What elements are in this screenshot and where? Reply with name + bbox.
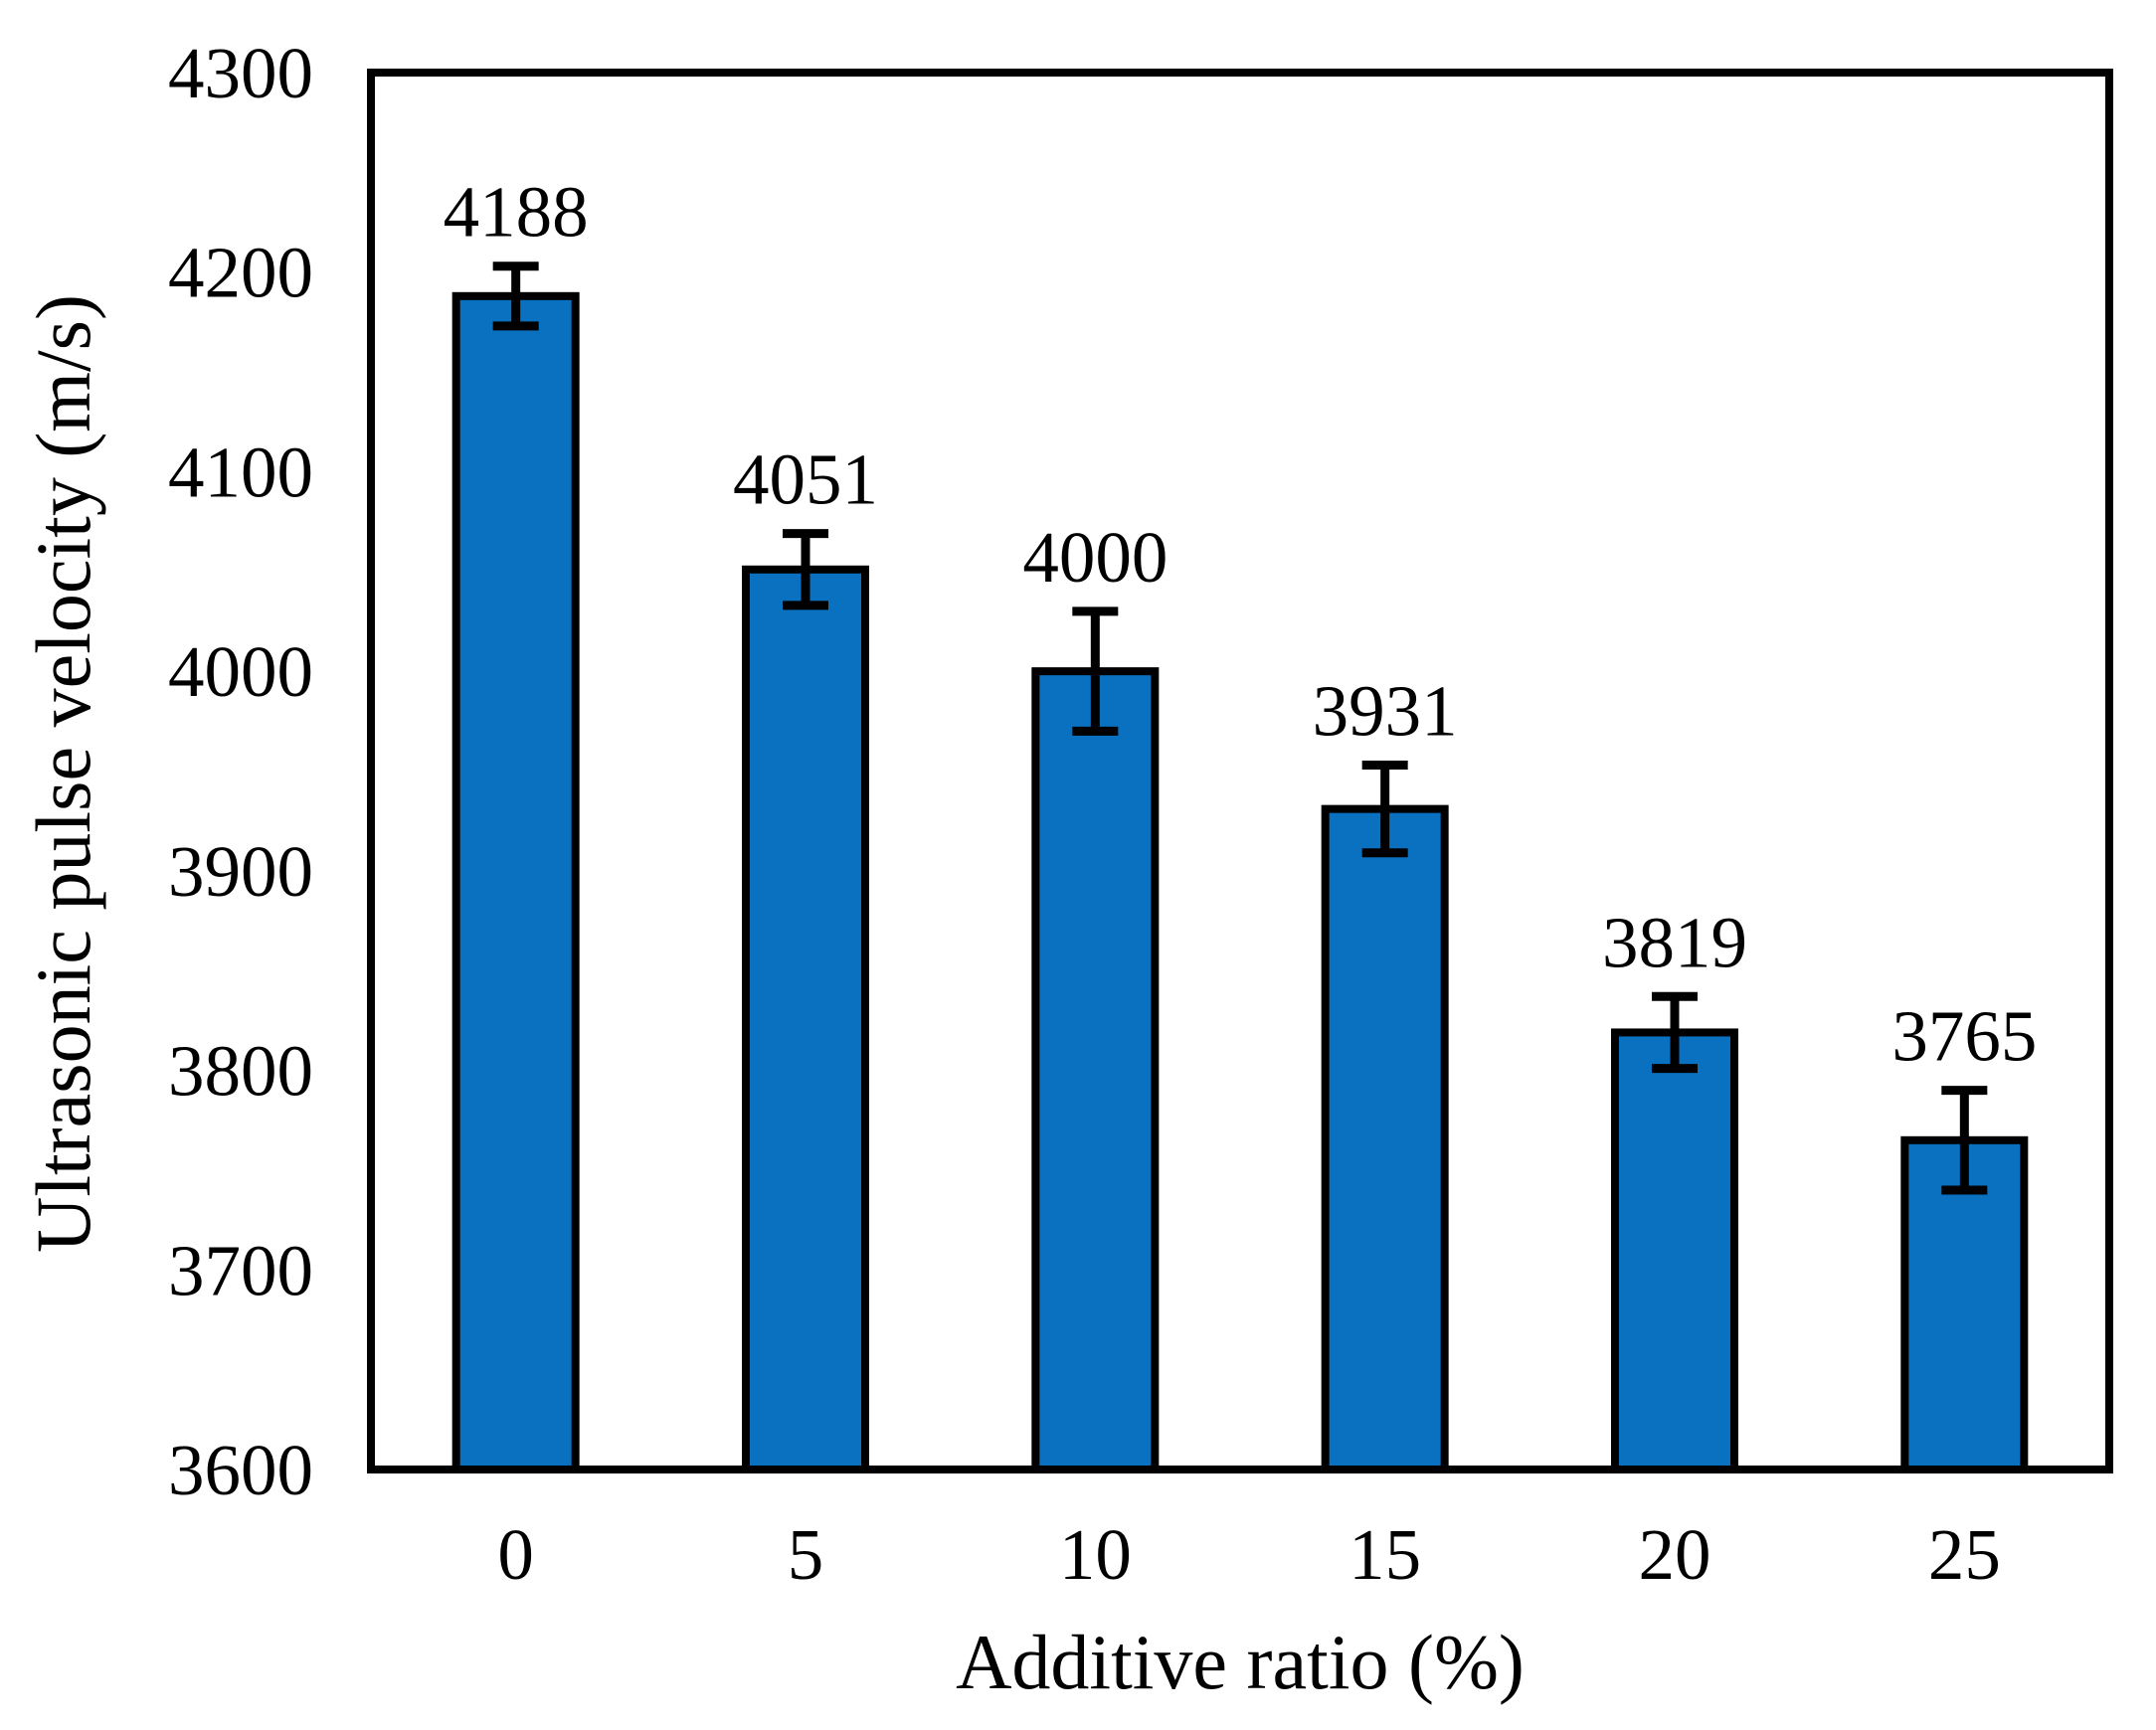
bar-data-label: 3931 (1313, 670, 1458, 751)
y-tick-label: 4300 (168, 33, 313, 113)
x-tick-label: 5 (788, 1514, 824, 1595)
bar (1031, 667, 1160, 1473)
bar (742, 565, 869, 1473)
bar-data-label: 3819 (1602, 902, 1747, 982)
bar (1900, 1135, 2029, 1473)
bar-data-label: 3765 (1891, 996, 2037, 1077)
x-axis-title: Additive ratio (%) (956, 1619, 1525, 1705)
y-tick-label: 3700 (168, 1230, 313, 1310)
y-tick-label: 4200 (168, 233, 313, 313)
x-tick-label: 10 (1059, 1514, 1132, 1595)
bar (451, 291, 580, 1473)
bar (1321, 804, 1449, 1473)
bar-data-label: 4188 (444, 172, 589, 253)
bar (1611, 1028, 1738, 1473)
y-axis-title: Ultrasonic pulse velocity (m/s) (20, 294, 106, 1253)
y-tick-label: 3600 (168, 1430, 313, 1510)
x-tick-label: 0 (497, 1514, 534, 1595)
y-tick-label: 4100 (168, 432, 313, 512)
x-tick-label: 15 (1348, 1514, 1421, 1595)
y-tick-label: 3900 (168, 831, 313, 912)
bar-data-label: 4000 (1022, 517, 1168, 598)
plot-border (367, 69, 2113, 1473)
y-tick-label: 4000 (168, 631, 313, 712)
y-tick-label: 3800 (168, 1031, 313, 1112)
x-tick-label: 25 (1928, 1514, 2001, 1595)
bar-data-label: 4051 (733, 439, 878, 520)
x-tick-label: 20 (1639, 1514, 1711, 1595)
